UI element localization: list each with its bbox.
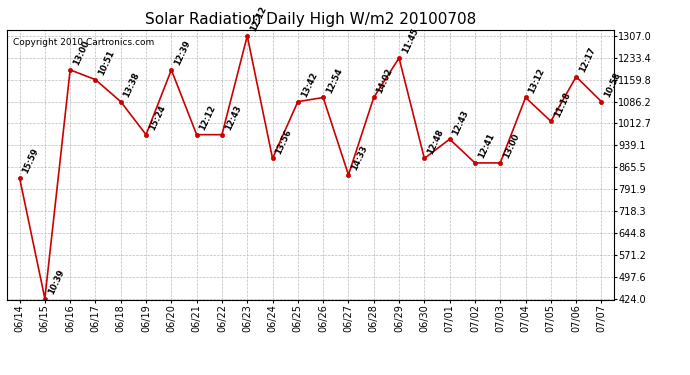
Text: 13:56: 13:56 [274,128,293,156]
Text: 14:33: 14:33 [350,144,369,172]
Text: 12:12: 12:12 [248,5,268,33]
Text: 11:18: 11:18 [552,90,572,118]
Text: 15:59: 15:59 [21,147,41,175]
Text: 10:51: 10:51 [97,49,117,77]
Text: 12:12: 12:12 [198,104,217,132]
Text: 10:39: 10:39 [46,268,66,296]
Text: 12:48: 12:48 [426,128,445,156]
Text: 12:39: 12:39 [172,39,192,67]
Text: 13:00: 13:00 [502,132,521,160]
Text: 13:00: 13:00 [72,39,91,67]
Text: 12:43: 12:43 [451,108,471,136]
Text: 11:45: 11:45 [400,27,420,55]
Text: 13:38: 13:38 [122,71,141,99]
Text: Copyright 2010 Cartronics.com: Copyright 2010 Cartronics.com [13,38,155,47]
Text: 10:58: 10:58 [603,71,622,99]
Text: 12:43: 12:43 [224,104,243,132]
Text: 15:24: 15:24 [148,104,167,132]
Title: Solar Radiation Daily High W/m2 20100708: Solar Radiation Daily High W/m2 20100708 [145,12,476,27]
Text: 13:42: 13:42 [299,71,319,99]
Text: 12:41: 12:41 [476,132,496,160]
Text: 12:54: 12:54 [324,66,344,95]
Text: 12:17: 12:17 [578,46,597,74]
Text: 13:12: 13:12 [527,67,546,95]
Text: 14:02: 14:02 [375,67,395,95]
